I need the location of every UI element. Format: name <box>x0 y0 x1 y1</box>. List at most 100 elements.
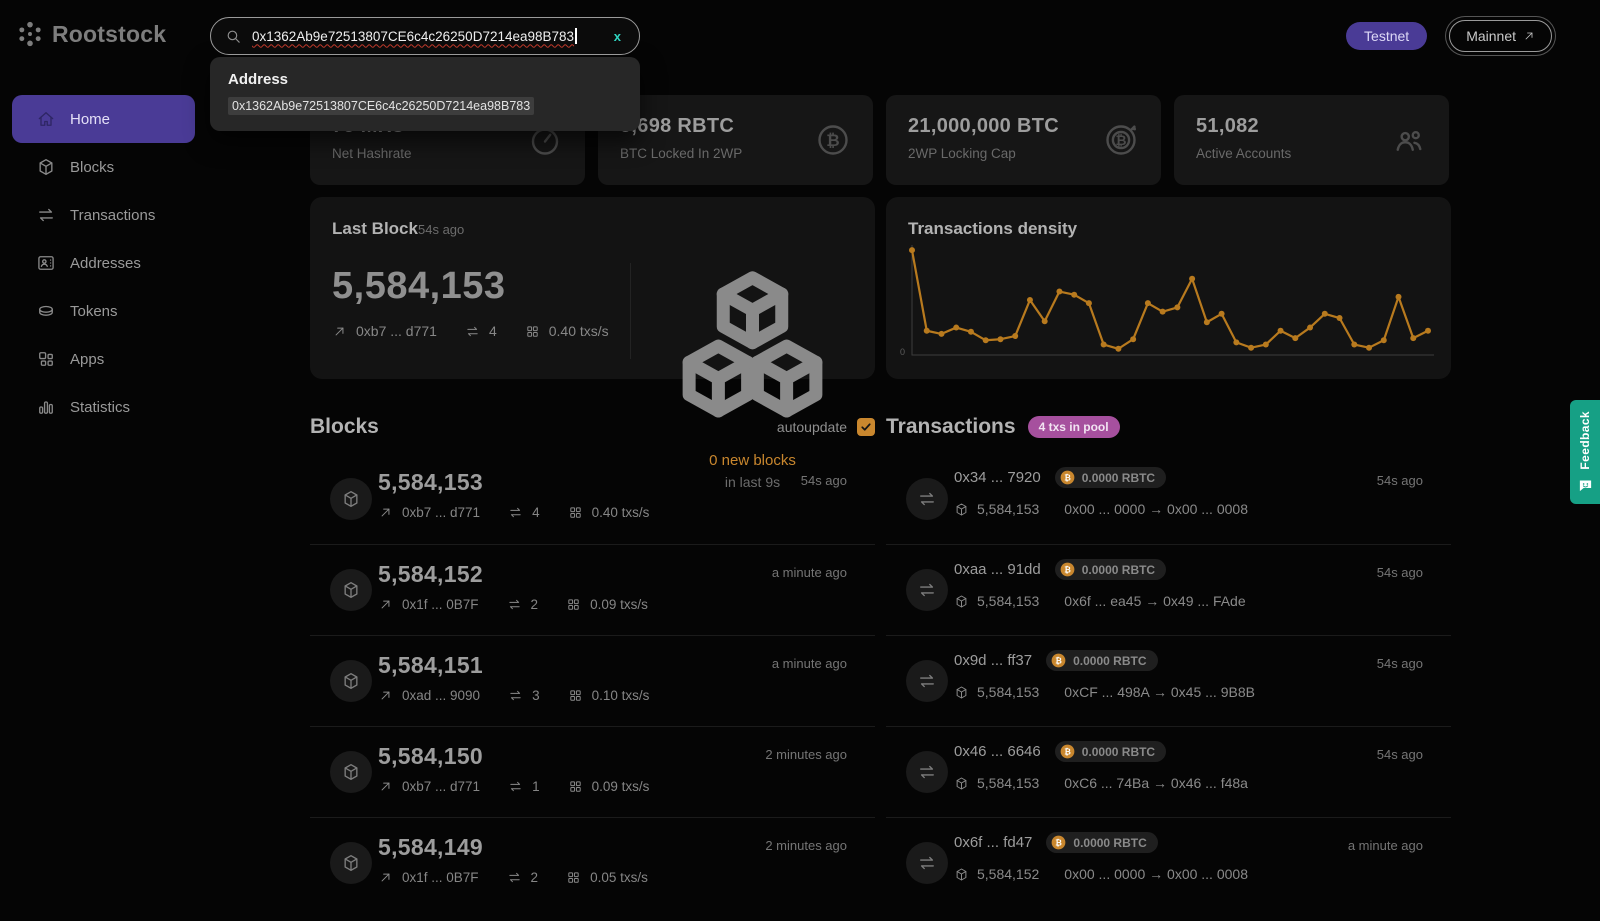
last-block-miner[interactable]: 0xb7 ... d771 <box>356 323 437 339</box>
transaction-hash[interactable]: 0x46 ... 6646 <box>954 743 1041 760</box>
block-number[interactable]: 5,584,150 <box>378 743 484 769</box>
home-icon <box>36 109 56 129</box>
stat-value: 5,698 RBTC <box>620 115 735 137</box>
density-icon <box>568 505 583 520</box>
density-icon <box>568 688 583 703</box>
last-block-number[interactable]: 5,584,153 <box>332 265 506 307</box>
block-miner[interactable]: 0xb7 ... d771 <box>402 779 481 794</box>
block-miner[interactable]: 0x1f ... 0B7F <box>402 597 479 612</box>
transaction-row[interactable]: 0x6f ... fd47 ₿ 0.0000 RBTC a minute ago… <box>886 817 1451 908</box>
block-number[interactable]: 5,584,149 <box>378 834 484 860</box>
blocks-title: Blocks <box>310 414 379 438</box>
transactions-density-chart <box>909 245 1434 356</box>
transaction-block[interactable]: 5,584,153 <box>977 501 1040 517</box>
sidebar-item-home[interactable]: Home <box>12 95 195 143</box>
transaction-row[interactable]: 0xaa ... 91dd ₿ 0.0000 RBTC 54s ago 5,58… <box>886 544 1451 635</box>
block-icon <box>954 685 969 700</box>
sidebar-item-addresses[interactable]: Addresses <box>12 239 195 287</box>
svg-text:₿: ₿ <box>1064 473 1071 482</box>
block-row[interactable]: 5,584,150 2 minutes ago 0xb7 ... d771 1 … <box>310 726 875 817</box>
block-row[interactable]: 5,584,152 a minute ago 0x1f ... 0B7F 2 0… <box>310 544 875 635</box>
block-row[interactable]: 5,584,151 a minute ago 0xad ... 9090 3 0… <box>310 635 875 726</box>
transaction-hash[interactable]: 0xaa ... 91dd <box>954 561 1041 578</box>
amount-value: 0.0000 RBTC <box>1073 653 1147 668</box>
autoupdate-label: autoupdate <box>776 418 847 435</box>
tx-count-icon <box>507 597 522 612</box>
new-blocks-status: 0 new blocks in last 9s <box>655 255 850 490</box>
block-tx-count: 2 <box>530 597 539 612</box>
mainnet-label: Mainnet <box>1466 28 1516 44</box>
sidebar-item-label: Tokens <box>70 302 118 320</box>
amount-badge: ₿ 0.0000 RBTC <box>1054 559 1167 580</box>
transaction-route[interactable]: 0x6f ... ea45 → 0x49 ... FAde <box>1064 593 1246 609</box>
swap-icon <box>36 205 56 225</box>
transaction-row[interactable]: 0x46 ... 6646 ₿ 0.0000 RBTC 54s ago 5,58… <box>886 726 1451 817</box>
sidebar-item-apps[interactable]: Apps <box>12 335 195 383</box>
testnet-button[interactable]: Testnet <box>1346 22 1428 50</box>
block-row[interactable]: 5,584,149 2 minutes ago 0x1f ... 0B7F 2 … <box>310 817 875 908</box>
transaction-block[interactable]: 5,584,153 <box>977 775 1040 791</box>
block-density: 0.05 txs/s <box>590 870 648 885</box>
transaction-block[interactable]: 5,584,153 <box>977 593 1040 609</box>
search-input[interactable]: 0x1362Ab9e72513807CE6c4c26250D7214ea98B7… <box>210 17 640 55</box>
block-tx-count: 1 <box>532 779 540 794</box>
stat-label: 2WP Locking Cap <box>908 146 1016 161</box>
block-time: a minute ago <box>771 565 847 580</box>
autoupdate-control: autoupdate <box>776 417 875 436</box>
block-row[interactable]: 5,584,153 54s ago 0xb7 ... d771 4 0.40 t… <box>310 453 875 544</box>
block-number[interactable]: 5,584,153 <box>378 469 484 495</box>
stat-card: 51,082 Active Accounts <box>1174 95 1449 185</box>
suggestion-address-item[interactable]: 0x1362Ab9e72513807CE6c4c26250D7214ea98B7… <box>228 97 535 115</box>
mainnet-button[interactable]: Mainnet <box>1449 20 1552 52</box>
transaction-hash[interactable]: 0x6f ... fd47 <box>954 834 1033 851</box>
sidebar-item-statistics[interactable]: Statistics <box>12 383 195 431</box>
block-density: 0.09 txs/s <box>591 779 650 794</box>
transaction-route[interactable]: 0xC6 ... 74Ba → 0x46 ... f48a <box>1064 775 1248 791</box>
amount-value: 0.0000 RBTC <box>1081 470 1156 485</box>
density-icon <box>566 870 581 885</box>
stat-card: 5,698 RBTC BTC Locked In 2WP ₿ <box>598 95 873 185</box>
transaction-hash[interactable]: 0x9d ... ff37 <box>954 652 1033 669</box>
block-icon <box>954 594 969 609</box>
tx-count-icon <box>465 324 480 339</box>
transaction-row[interactable]: 0x34 ... 7920 ₿ 0.0000 RBTC 54s ago 5,58… <box>886 453 1451 544</box>
transaction-hash[interactable]: 0x34 ... 7920 <box>954 469 1041 486</box>
block-miner[interactable]: 0x1f ... 0B7F <box>402 870 479 885</box>
blocks-panel: Blocks autoupdate 5,584,153 54s ago 0xb7… <box>310 400 875 908</box>
brand-logo[interactable]: Rootstock <box>16 20 166 48</box>
stat-label: Active Accounts <box>1196 146 1292 161</box>
block-number[interactable]: 5,584,151 <box>378 652 484 678</box>
last-block-time: 54s ago <box>418 222 465 237</box>
sidebar-item-transactions[interactable]: Transactions <box>12 191 195 239</box>
transaction-route[interactable]: 0x00 ... 0000 → 0x00 ... 0008 <box>1064 501 1248 517</box>
last-block-details: 0xb7 ... d771 4 0.40 txs/s <box>332 323 609 339</box>
clear-search-button[interactable]: x <box>613 28 621 44</box>
transaction-route[interactable]: 0xCF ... 498A → 0x45 ... 9B8B <box>1064 684 1255 700</box>
miner-icon <box>332 324 347 339</box>
transaction-route[interactable]: 0x00 ... 0000 → 0x00 ... 0008 <box>1064 866 1248 882</box>
amount-value: 0.0000 RBTC <box>1081 562 1156 577</box>
rbtc-icon: ₿ <box>1060 744 1075 759</box>
stat-value: 21,000,000 BTC <box>908 115 1059 137</box>
amount-value: 0.0000 RBTC <box>1073 835 1147 850</box>
transaction-row[interactable]: 0x9d ... ff37 ₿ 0.0000 RBTC 54s ago 5,58… <box>886 635 1451 726</box>
transaction-block[interactable]: 5,584,152 <box>977 866 1040 882</box>
transaction-block[interactable]: 5,584,153 <box>977 684 1040 700</box>
svg-text:₿: ₿ <box>1055 656 1062 665</box>
cube-icon <box>341 853 361 873</box>
y-axis-zero-label: 0 <box>900 347 906 357</box>
brand-name: Rootstock <box>52 20 167 47</box>
sidebar-item-tokens[interactable]: Tokens <box>12 287 195 335</box>
check-icon <box>860 421 872 433</box>
autoupdate-checkbox[interactable] <box>857 417 875 436</box>
block-miner[interactable]: 0xb7 ... d771 <box>402 505 481 520</box>
feedback-button[interactable]: Feedback <box>1570 400 1600 504</box>
density-icon <box>525 324 540 339</box>
transaction-time: a minute ago <box>1347 838 1423 853</box>
block-number[interactable]: 5,584,152 <box>378 561 484 587</box>
sidebar-item-blocks[interactable]: Blocks <box>12 143 195 191</box>
block-tx-count: 2 <box>530 870 539 885</box>
block-miner[interactable]: 0xad ... 9090 <box>402 688 481 703</box>
block-icon <box>954 502 969 517</box>
miner-icon <box>378 505 393 520</box>
